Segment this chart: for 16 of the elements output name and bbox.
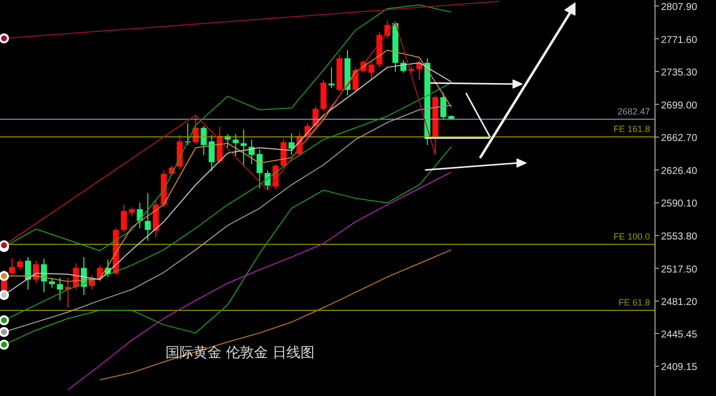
y-tick-label: 2662.70 [661, 133, 698, 144]
ref-line-label: FE 100.0 [613, 231, 650, 242]
y-tick-label: 2517.50 [661, 264, 698, 276]
y-tick-label: 2699.00 [661, 100, 698, 112]
y-tick-label: 2409.15 [661, 362, 698, 374]
y-tick-label: 2590.10 [661, 198, 698, 210]
y-tick-label: 2481.20 [661, 297, 698, 308]
ref-line-label: FE 161.8 [613, 124, 650, 134]
y-tick-label: 2771.60 [661, 34, 698, 46]
ref-line-label: FE 61.8 [618, 297, 650, 308]
y-tick-label: 2626.40 [661, 166, 698, 177]
y-tick-label: 2553.80 [661, 232, 698, 243]
ref-line-label: 2682.47 [617, 106, 650, 116]
y-tick-label: 2807.90 [661, 2, 698, 13]
y-tick-label: 2735.30 [661, 68, 698, 79]
y-tick-label: 2445.45 [661, 329, 698, 340]
